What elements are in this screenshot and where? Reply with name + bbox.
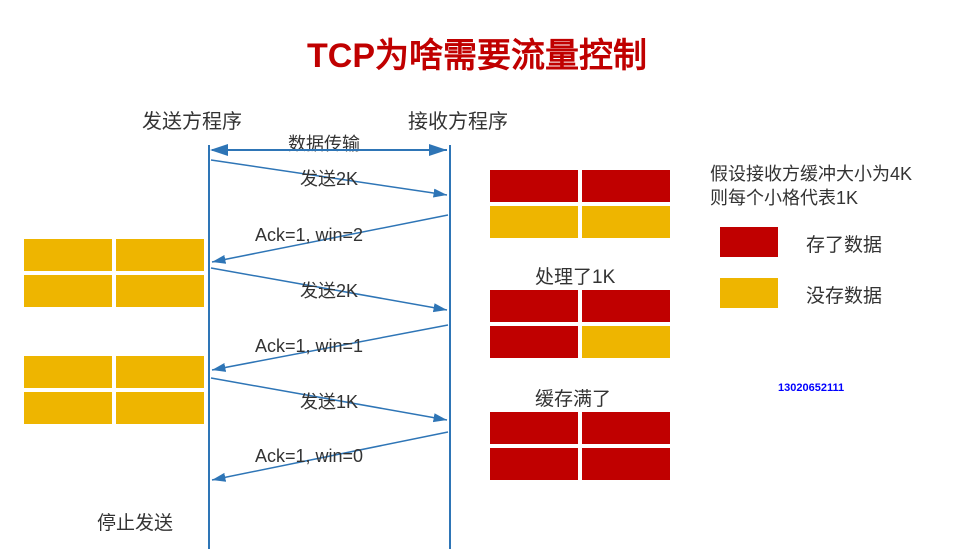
buffer-cell (116, 239, 204, 271)
watermark-text: 13020652111 (778, 382, 844, 394)
legend-swatch (720, 278, 778, 308)
buffer-cell (582, 206, 670, 238)
buffer-cell (24, 239, 112, 271)
message-label: 发送2K (300, 277, 358, 303)
buffer-cell (24, 356, 112, 388)
buffer-cell (116, 275, 204, 307)
buffer-cell (490, 448, 578, 480)
message-label: Ack=1, win=2 (255, 225, 363, 246)
message-label: 发送2K (300, 165, 358, 191)
buffer-cell (116, 356, 204, 388)
receiver-buffer (490, 170, 670, 238)
buffer-cell (490, 206, 578, 238)
receiver-buffer-label: 处理了1K (535, 262, 615, 289)
message-label: 发送1K (300, 388, 358, 414)
buffer-cell (24, 275, 112, 307)
buffer-cell (582, 412, 670, 444)
buffer-cell (24, 392, 112, 424)
message-label: Ack=1, win=1 (255, 336, 363, 357)
buffer-cell (582, 170, 670, 202)
data-transfer-label: 数据传输 (288, 130, 360, 156)
message-label: Ack=1, win=0 (255, 446, 363, 467)
buffer-cell (490, 290, 578, 322)
buffer-cell (490, 170, 578, 202)
receiver-buffer (490, 290, 670, 358)
sender-buffer (24, 356, 204, 424)
legend-note-line1: 假设接收方缓冲大小为4K (710, 160, 912, 186)
buffer-cell (582, 326, 670, 358)
sender-column-label: 发送方程序 (142, 105, 242, 134)
buffer-cell (490, 326, 578, 358)
receiver-column-label: 接收方程序 (408, 105, 508, 134)
sender-buffer (24, 239, 204, 307)
buffer-cell (582, 290, 670, 322)
legend-note-line2: 则每个小格代表1K (710, 184, 858, 210)
page-title: TCP为啥需要流量控制 (0, 28, 954, 77)
stop-sending-label: 停止发送 (97, 508, 173, 535)
legend-label: 存了数据 (806, 230, 882, 257)
buffer-cell (116, 392, 204, 424)
receiver-buffer-label: 缓存满了 (535, 384, 611, 411)
buffer-cell (582, 448, 670, 480)
buffer-cell (490, 412, 578, 444)
legend-label: 没存数据 (806, 281, 882, 308)
legend-swatch (720, 227, 778, 257)
receiver-buffer (490, 412, 670, 480)
